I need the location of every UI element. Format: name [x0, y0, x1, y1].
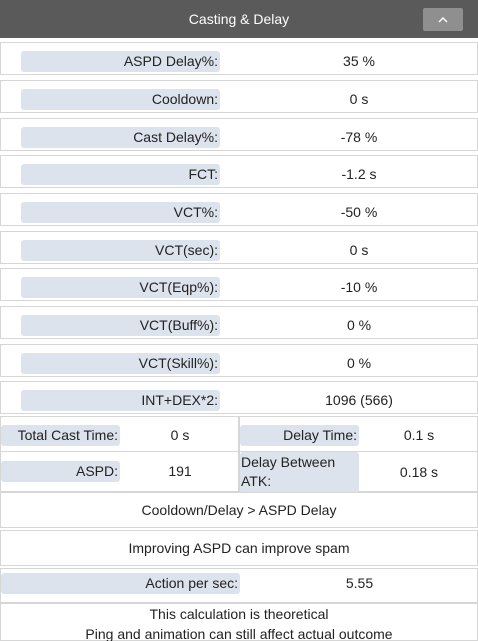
collapse-button[interactable] — [423, 8, 463, 31]
stat-label: ASPD Delay%: — [21, 51, 220, 72]
stat-value: -10 % — [340, 279, 378, 295]
spam-note: Improving ASPD can improve spam — [0, 530, 478, 566]
chevron-up-icon — [438, 16, 448, 22]
action-per-sec-row: Action per sec: 5.55 — [0, 568, 478, 603]
total-cast-time-cell: Total Cast Time: 0 s — [0, 416, 239, 453]
stat-value: -78 % — [340, 129, 378, 145]
stat-label: VCT(Eqp%): — [21, 277, 220, 298]
stat-row-aspd-delay: ASPD Delay%: 35 % — [0, 42, 478, 75]
stat-row-fct: FCT: -1.2 s — [0, 155, 478, 188]
stat-value: -1.2 s — [341, 166, 377, 182]
stat-label: VCT(Buff%): — [21, 315, 220, 336]
delay-between-atk-value: 0.18 s — [399, 464, 439, 480]
total-cast-time-label: Total Cast Time: — [1, 425, 120, 446]
stat-row-cast-delay: Cast Delay%: -78 % — [0, 118, 478, 151]
stat-label: Cooldown: — [21, 89, 220, 110]
stat-value: 0 s — [349, 242, 369, 258]
disclaimer-box: This calculation is theoretical Ping and… — [0, 603, 478, 641]
stat-value: 1096 (566) — [325, 392, 393, 408]
disclaimer-line-1: This calculation is theoretical — [149, 606, 329, 622]
delay-time-value: 0.1 s — [403, 427, 435, 443]
total-cast-time-value: 0 s — [170, 427, 190, 443]
delay-time-label: Delay Time: — [240, 425, 359, 446]
delay-time-cell: Delay Time: 0.1 s — [239, 416, 478, 453]
stat-value: 35 % — [343, 53, 375, 69]
stat-row-vct-percent: VCT%: -50 % — [0, 193, 478, 226]
stat-label: INT+DEX*2: — [21, 390, 220, 411]
section-header: Casting & Delay — [0, 0, 478, 38]
aspd-cell: ASPD: 191 — [0, 451, 239, 492]
stat-label: VCT%: — [21, 202, 220, 223]
stat-label: VCT(Skill%): — [21, 353, 220, 374]
stat-value: -50 % — [340, 204, 378, 220]
stat-label: FCT: — [21, 164, 220, 185]
delay-between-atk-cell: Delay Between ATK: 0.18 s — [239, 451, 478, 493]
cooldown-note: Cooldown/Delay > ASPD Delay — [0, 492, 478, 528]
stat-value: 0 % — [346, 355, 372, 371]
action-per-sec-label: Action per sec: — [1, 573, 240, 594]
stat-row-cooldown: Cooldown: 0 s — [0, 80, 478, 113]
stat-row-vct-skill: VCT(Skill%): 0 % — [0, 344, 478, 377]
action-per-sec-value: 5.55 — [345, 575, 374, 591]
stat-label: VCT(sec): — [21, 240, 220, 261]
stat-row-int-dex: INT+DEX*2: 1096 (566) — [0, 381, 478, 414]
stat-value: 0 s — [349, 91, 369, 107]
stat-row-vct-buff: VCT(Buff%): 0 % — [0, 306, 478, 339]
disclaimer-line-2: Ping and animation can still affect actu… — [85, 626, 393, 641]
delay-between-atk-label: Delay Between ATK: — [240, 452, 359, 493]
section-title: Casting & Delay — [188, 11, 290, 27]
stat-value: 0 % — [346, 317, 372, 333]
stat-row-vct-sec: VCT(sec): 0 s — [0, 231, 478, 264]
aspd-label: ASPD: — [1, 461, 120, 482]
stat-row-vct-eqp: VCT(Eqp%): -10 % — [0, 268, 478, 301]
stat-label: Cast Delay%: — [21, 127, 220, 148]
aspd-value: 191 — [168, 463, 192, 479]
